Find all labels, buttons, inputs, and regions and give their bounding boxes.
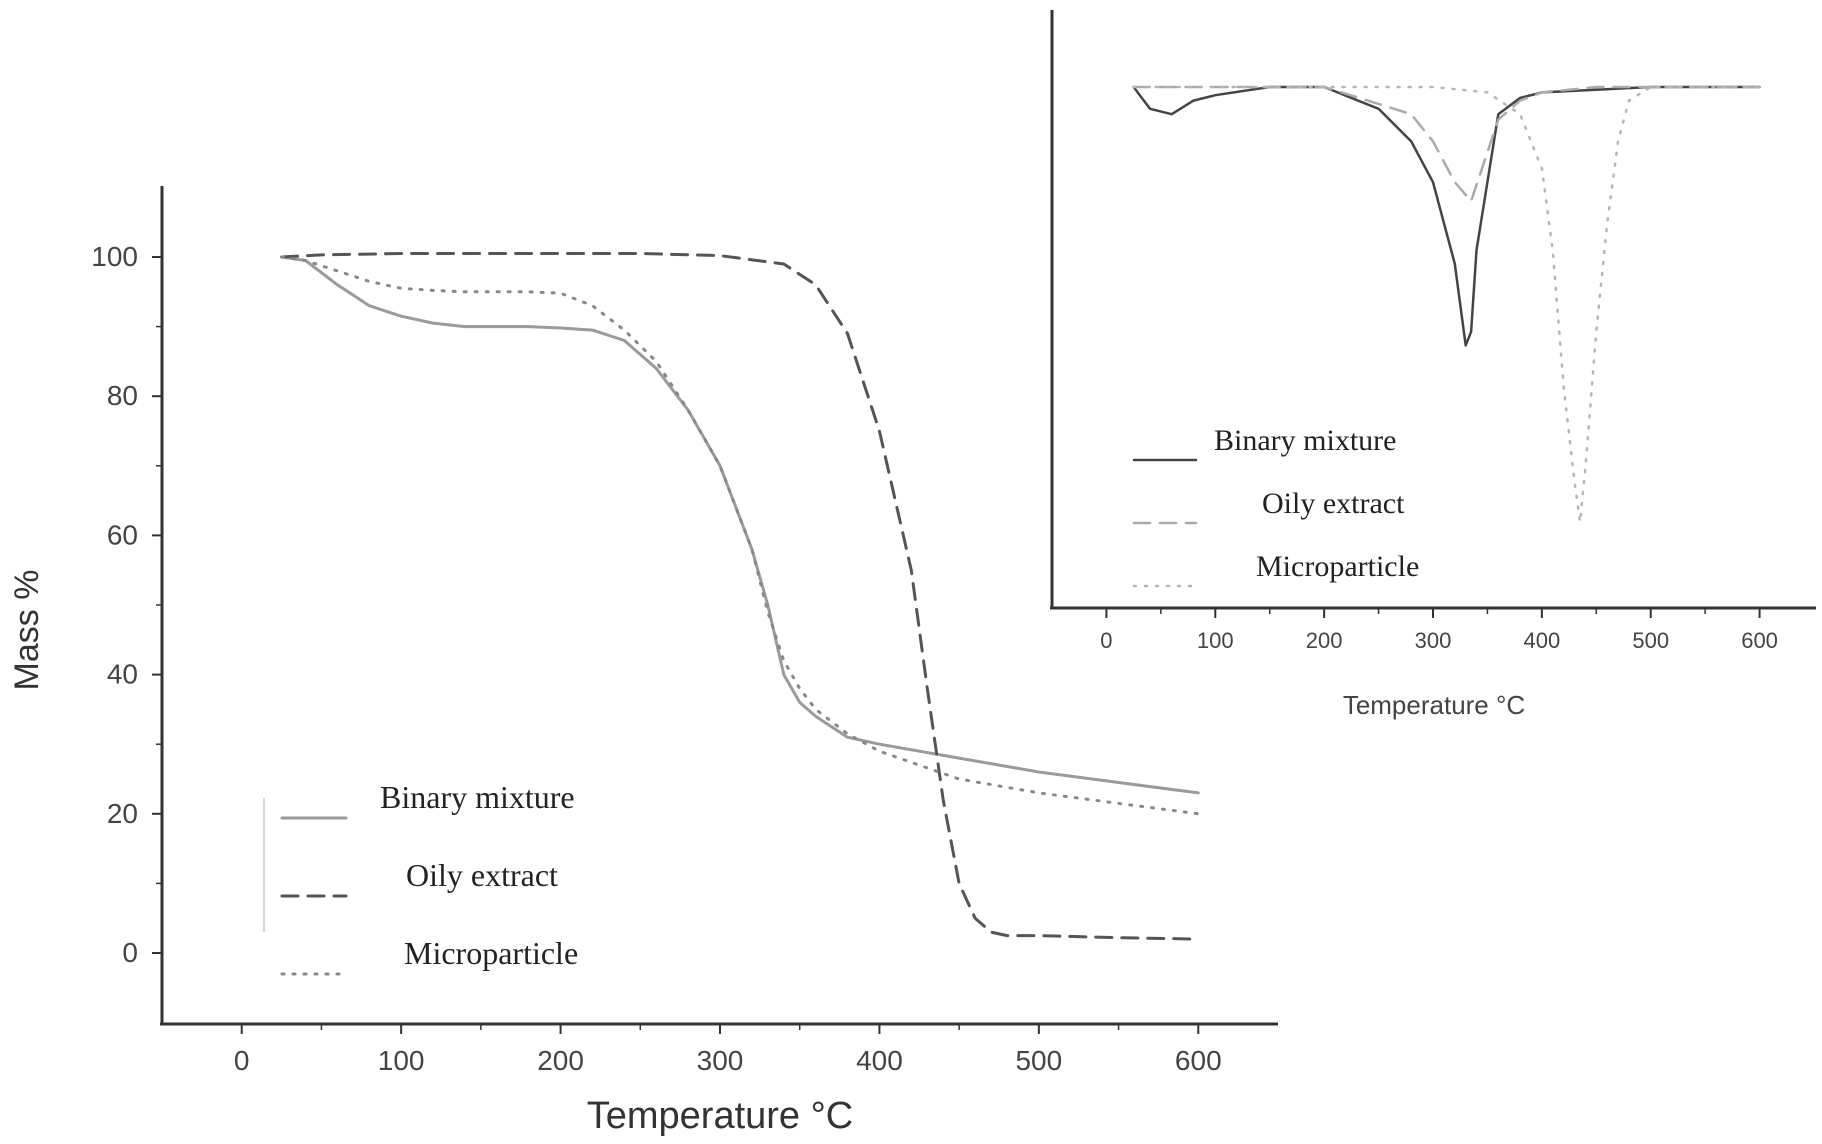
main-y-axis-title: Mass %: [8, 570, 46, 691]
x-tick-label: 600: [1175, 1045, 1222, 1076]
inset-x-axis-title: Temperature °C: [1343, 690, 1525, 720]
y-tick-label: 20: [107, 798, 138, 829]
inset-ticks: 0 100 200 300 400 500 600: [1100, 608, 1778, 653]
main-x-axis-title: Temperature °C: [587, 1095, 854, 1137]
x-tick-label: 500: [1632, 628, 1669, 653]
x-tick-label: 0: [234, 1045, 250, 1076]
inset-series: [1132, 85, 1761, 524]
x-tick-label: 100: [1197, 628, 1234, 653]
legend-label: Oily extract: [1262, 487, 1405, 520]
y-tick-label: 60: [107, 519, 138, 550]
y-tick-label: 40: [107, 659, 138, 690]
inset-dtg-chart: 0 100 200 300 400 500 600 Temperature °C Binar…: [1050, 10, 1816, 720]
series-line-binary-mixture: [280, 255, 1200, 795]
series-line-binary-mixture: [1132, 85, 1761, 347]
x-tick-label: 600: [1741, 628, 1778, 653]
x-tick-label: 500: [1015, 1045, 1062, 1076]
x-tick-label: 100: [378, 1045, 425, 1076]
inset-legend: Binary mixture Oily extract Microparticle: [1132, 424, 1419, 588]
series-line-microparticle: [280, 255, 1200, 816]
y-tick-label: 100: [91, 241, 138, 272]
series-line-oily-extract: [280, 252, 1200, 941]
x-tick-label: 300: [1415, 628, 1452, 653]
x-tick-label: 0: [1100, 628, 1112, 653]
legend-label: Binary mixture: [1214, 424, 1396, 457]
x-tick-label: 200: [537, 1045, 584, 1076]
y-tick-label: 80: [107, 380, 138, 411]
legend-label: Oily extract: [406, 857, 558, 893]
main-tga-chart: 0 100 200 300 400 500 600 0 20 40 60 80 100 Temperat…: [8, 186, 1278, 1137]
main-series: [280, 252, 1200, 941]
x-tick-label: 400: [856, 1045, 903, 1076]
x-tick-label: 400: [1523, 628, 1560, 653]
x-tick-label: 300: [697, 1045, 744, 1076]
x-tick-label: 200: [1306, 628, 1343, 653]
series-line-oily-extract: [1132, 85, 1761, 203]
y-tick-label: 0: [122, 937, 138, 968]
legend-label: Microparticle: [1256, 550, 1419, 583]
legend-label: Microparticle: [404, 935, 578, 971]
main-ticks: 0 100 200 300 400 500 600 0 20 40 60 80 100: [91, 241, 1221, 1076]
main-legend: Binary mixture Oily extract Microparticle: [280, 779, 578, 976]
legend-label: Binary mixture: [380, 779, 575, 815]
